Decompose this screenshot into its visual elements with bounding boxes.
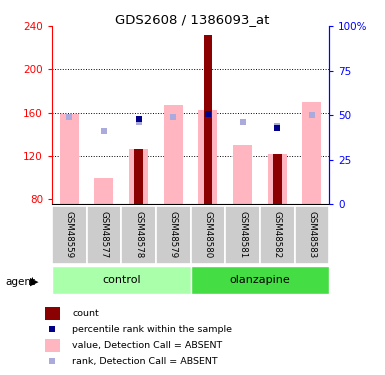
Bar [191,206,225,264]
Bar [45,307,60,320]
Text: ▶: ▶ [30,277,38,287]
Bar [52,206,87,264]
Text: GSM48581: GSM48581 [238,211,247,258]
Bar [134,149,143,204]
Bar [121,206,156,264]
Bar [60,114,79,204]
Text: GSM48580: GSM48580 [203,211,213,258]
Text: count: count [72,309,99,318]
Bar [273,154,281,204]
Bar [164,105,183,204]
Bar [129,149,148,204]
Bar [94,178,114,204]
Text: GSM48578: GSM48578 [134,211,143,258]
Text: GDS2608 / 1386093_at: GDS2608 / 1386093_at [116,13,270,26]
Text: GSM48577: GSM48577 [99,211,109,258]
Text: control: control [102,275,141,285]
Bar [204,35,212,204]
Bar [295,206,329,264]
Bar [268,154,287,204]
Bar [233,145,252,204]
Bar [225,206,260,264]
Bar [198,111,218,204]
Bar [191,266,329,294]
Text: GSM48583: GSM48583 [307,211,316,258]
Text: GSM48559: GSM48559 [65,211,74,258]
Bar [87,206,121,264]
Text: GSM48579: GSM48579 [169,211,178,258]
Text: olanzapine: olanzapine [229,275,290,285]
Text: rank, Detection Call = ABSENT: rank, Detection Call = ABSENT [72,357,218,366]
Bar [260,206,295,264]
Text: value, Detection Call = ABSENT: value, Detection Call = ABSENT [72,341,223,350]
Bar [156,206,191,264]
Bar [302,102,321,204]
Text: agent: agent [6,277,36,287]
Bar [52,266,191,294]
Text: percentile rank within the sample: percentile rank within the sample [72,325,233,334]
Text: GSM48582: GSM48582 [273,211,282,258]
Bar [45,339,60,352]
